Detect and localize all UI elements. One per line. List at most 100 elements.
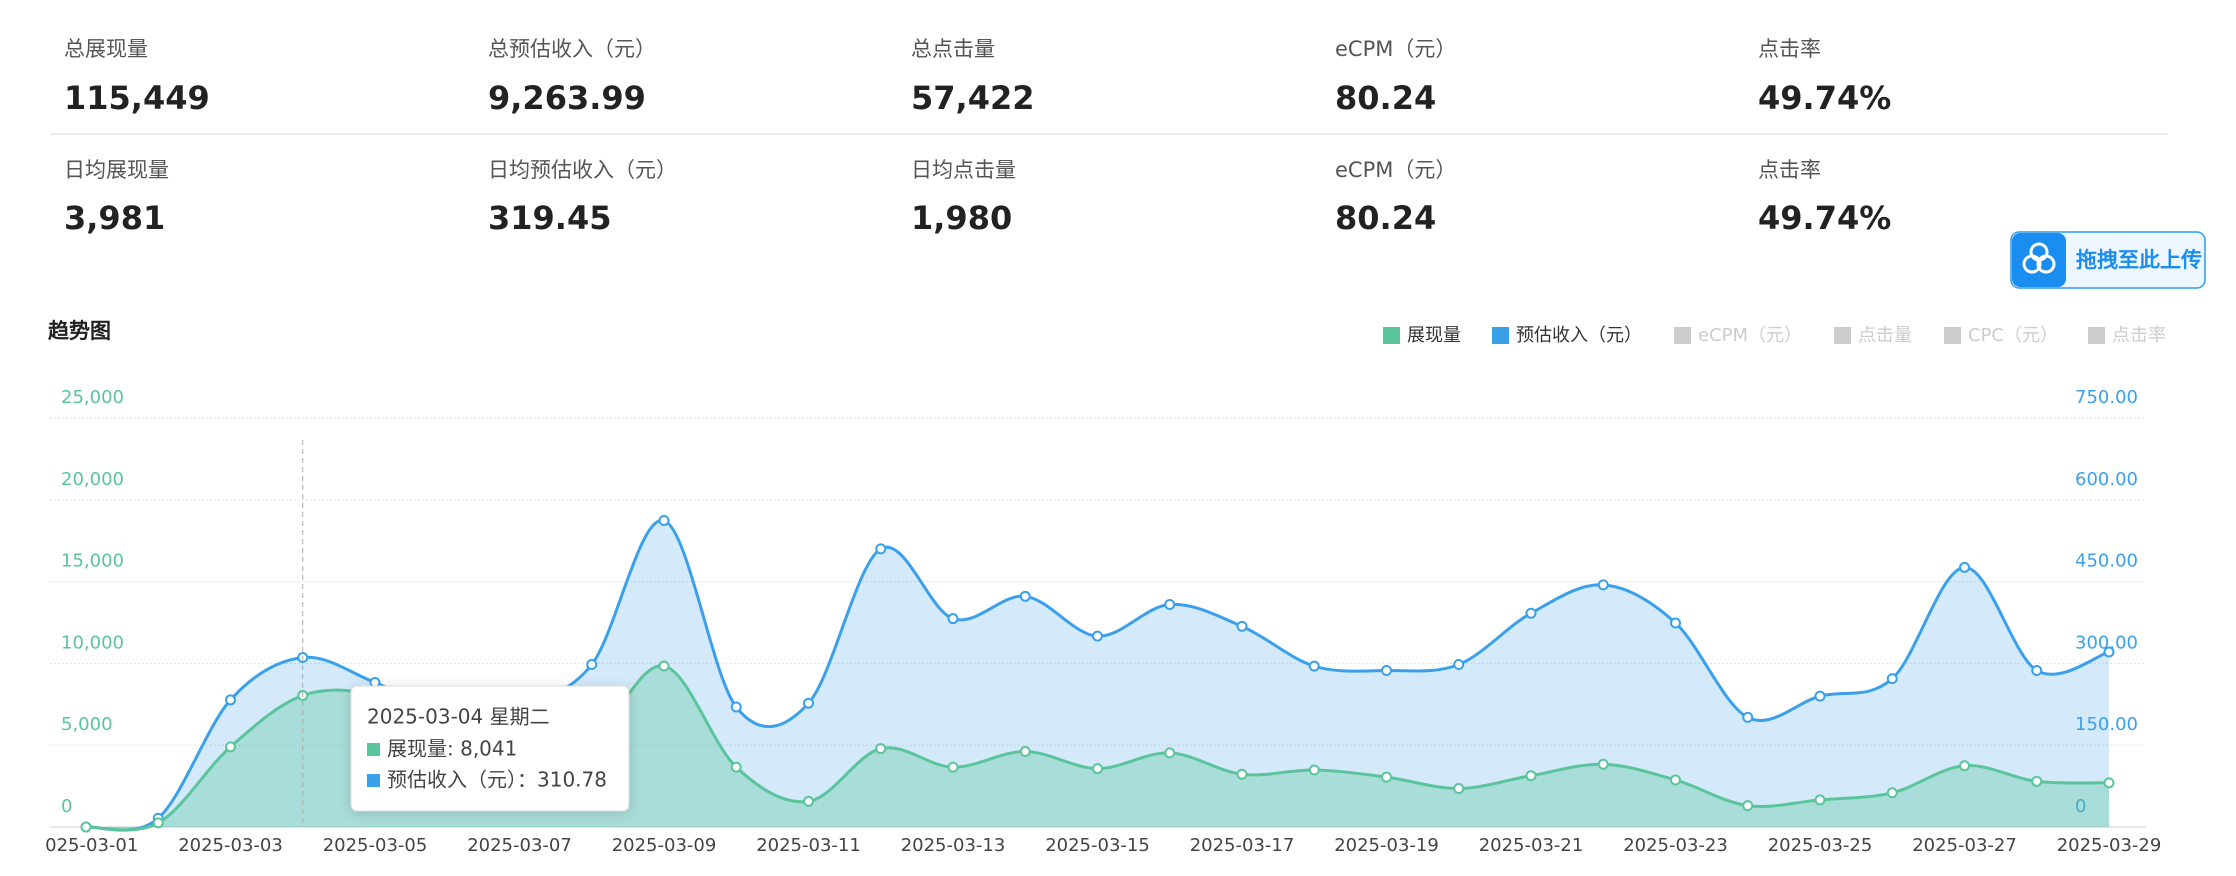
point[interactable]	[875, 543, 887, 555]
stat-label: 点击率	[1758, 37, 1821, 61]
stat-label: 日均展现量	[64, 158, 169, 182]
y2-tick-label: 0	[2075, 796, 2086, 817]
y2-tick-label: 450.00	[2075, 551, 2138, 572]
point[interactable]	[1525, 607, 1537, 619]
stat-label: 日均点击量	[911, 158, 1016, 182]
stat-value: 80.24	[1335, 79, 1436, 117]
legend-swatch[interactable]	[2088, 327, 2105, 344]
point[interactable]	[803, 795, 814, 807]
point[interactable]	[1453, 658, 1465, 670]
point[interactable]	[152, 817, 164, 829]
stat-value: 1,980	[911, 199, 1012, 237]
point[interactable]	[1814, 690, 1826, 702]
y-tick-label: 0	[61, 796, 72, 817]
point[interactable]	[730, 701, 742, 713]
x-tick-label: 2025-03-21	[1479, 835, 1584, 856]
tooltip-swatch	[367, 774, 380, 787]
point[interactable]	[1742, 800, 1754, 812]
point[interactable]	[1236, 620, 1248, 632]
point[interactable]	[1886, 673, 1898, 685]
point[interactable]	[1597, 579, 1609, 591]
point[interactable]	[1236, 768, 1248, 780]
point[interactable]	[658, 515, 670, 527]
point[interactable]	[947, 761, 959, 773]
stat-value: 319.45	[488, 199, 611, 237]
point[interactable]	[1164, 747, 1176, 759]
legend-label[interactable]: 展现量	[1407, 325, 1461, 346]
stat-label: 总点击量	[911, 37, 995, 61]
x-tick-label: 2025-03-11	[756, 835, 861, 856]
point[interactable]	[1453, 783, 1465, 795]
legend-label[interactable]: 预估收入（元）	[1516, 325, 1642, 346]
legend-swatch[interactable]	[1383, 327, 1400, 344]
tooltip-row: 预估收入（元）：310.78	[387, 768, 607, 792]
stat-label: 总展现量	[64, 37, 148, 61]
point[interactable]	[1959, 561, 1970, 573]
stat-value: 115,449	[64, 79, 210, 117]
stat-value: 49.74%	[1758, 199, 1891, 237]
legend-swatch[interactable]	[1674, 327, 1691, 344]
point[interactable]	[1381, 664, 1392, 676]
tooltip-row: 展现量: 8,041	[387, 737, 517, 761]
point[interactable]	[1308, 660, 1320, 672]
legend-label[interactable]: 点击量	[1858, 325, 1912, 346]
point[interactable]	[1886, 787, 1898, 799]
point[interactable]	[1742, 711, 1754, 723]
upload-text[interactable]: 拖拽至此上传	[2076, 248, 2202, 272]
point[interactable]	[2103, 777, 2115, 789]
point[interactable]	[1164, 599, 1176, 611]
point[interactable]	[1670, 774, 1681, 786]
stat-value: 3,981	[64, 199, 165, 237]
legend-label[interactable]: 点击率	[2112, 325, 2166, 346]
point[interactable]	[2103, 646, 2115, 658]
point[interactable]	[1092, 763, 1103, 775]
legend-label[interactable]: eCPM（元）	[1698, 325, 1802, 346]
tooltip-box	[350, 685, 630, 812]
point[interactable]	[586, 658, 598, 670]
point[interactable]	[730, 761, 742, 773]
x-tick-label: 2025-03-05	[323, 835, 428, 856]
point[interactable]	[2031, 775, 2043, 787]
point[interactable]	[225, 741, 236, 753]
stat-label: eCPM（元）	[1335, 158, 1456, 182]
y2-tick-label: 150.00	[2075, 714, 2138, 735]
point[interactable]	[225, 694, 236, 706]
point[interactable]	[2031, 664, 2043, 676]
point[interactable]	[947, 613, 959, 625]
upload-button[interactable]: 拖拽至此上传	[2010, 231, 2206, 289]
x-tick-label: 2025-03-25	[1768, 835, 1873, 856]
legend-swatch[interactable]	[1492, 327, 1509, 344]
point[interactable]	[1019, 590, 1031, 602]
y2-tick-label: 750.00	[2075, 387, 2138, 408]
point[interactable]	[1525, 770, 1537, 782]
y-tick-label: 15,000	[61, 551, 124, 572]
legend-swatch[interactable]	[1834, 327, 1851, 344]
legend-label[interactable]: CPC（元）	[1968, 325, 2058, 346]
point[interactable]	[1597, 758, 1609, 770]
point[interactable]	[1959, 760, 1970, 772]
y-tick-label: 25,000	[61, 387, 124, 408]
point[interactable]	[80, 821, 92, 833]
x-tick-label: 2025-03-03	[178, 835, 283, 856]
point[interactable]	[1814, 794, 1826, 806]
x-tick-label: 2025-03-23	[1623, 835, 1728, 856]
y2-tick-label: 600.00	[2075, 469, 2138, 490]
point[interactable]	[803, 697, 814, 709]
legend-swatch[interactable]	[1944, 327, 1961, 344]
point[interactable]	[1019, 745, 1031, 757]
x-tick-label: 2025-03-13	[901, 835, 1006, 856]
point[interactable]	[1092, 630, 1103, 642]
stat-value: 49.74%	[1758, 79, 1891, 117]
point[interactable]	[875, 743, 887, 755]
stat-value: 57,422	[911, 79, 1034, 117]
point[interactable]	[1381, 771, 1392, 783]
stat-value: 9,263.99	[488, 79, 646, 117]
x-tick-label: 2025-03-29	[2057, 835, 2162, 856]
point[interactable]	[1308, 764, 1320, 776]
point[interactable]	[1670, 617, 1681, 629]
stat-label: eCPM（元）	[1335, 37, 1456, 61]
point[interactable]	[658, 660, 670, 672]
y2-tick-label: 300.00	[2075, 632, 2138, 653]
y-tick-label: 5,000	[61, 714, 113, 735]
